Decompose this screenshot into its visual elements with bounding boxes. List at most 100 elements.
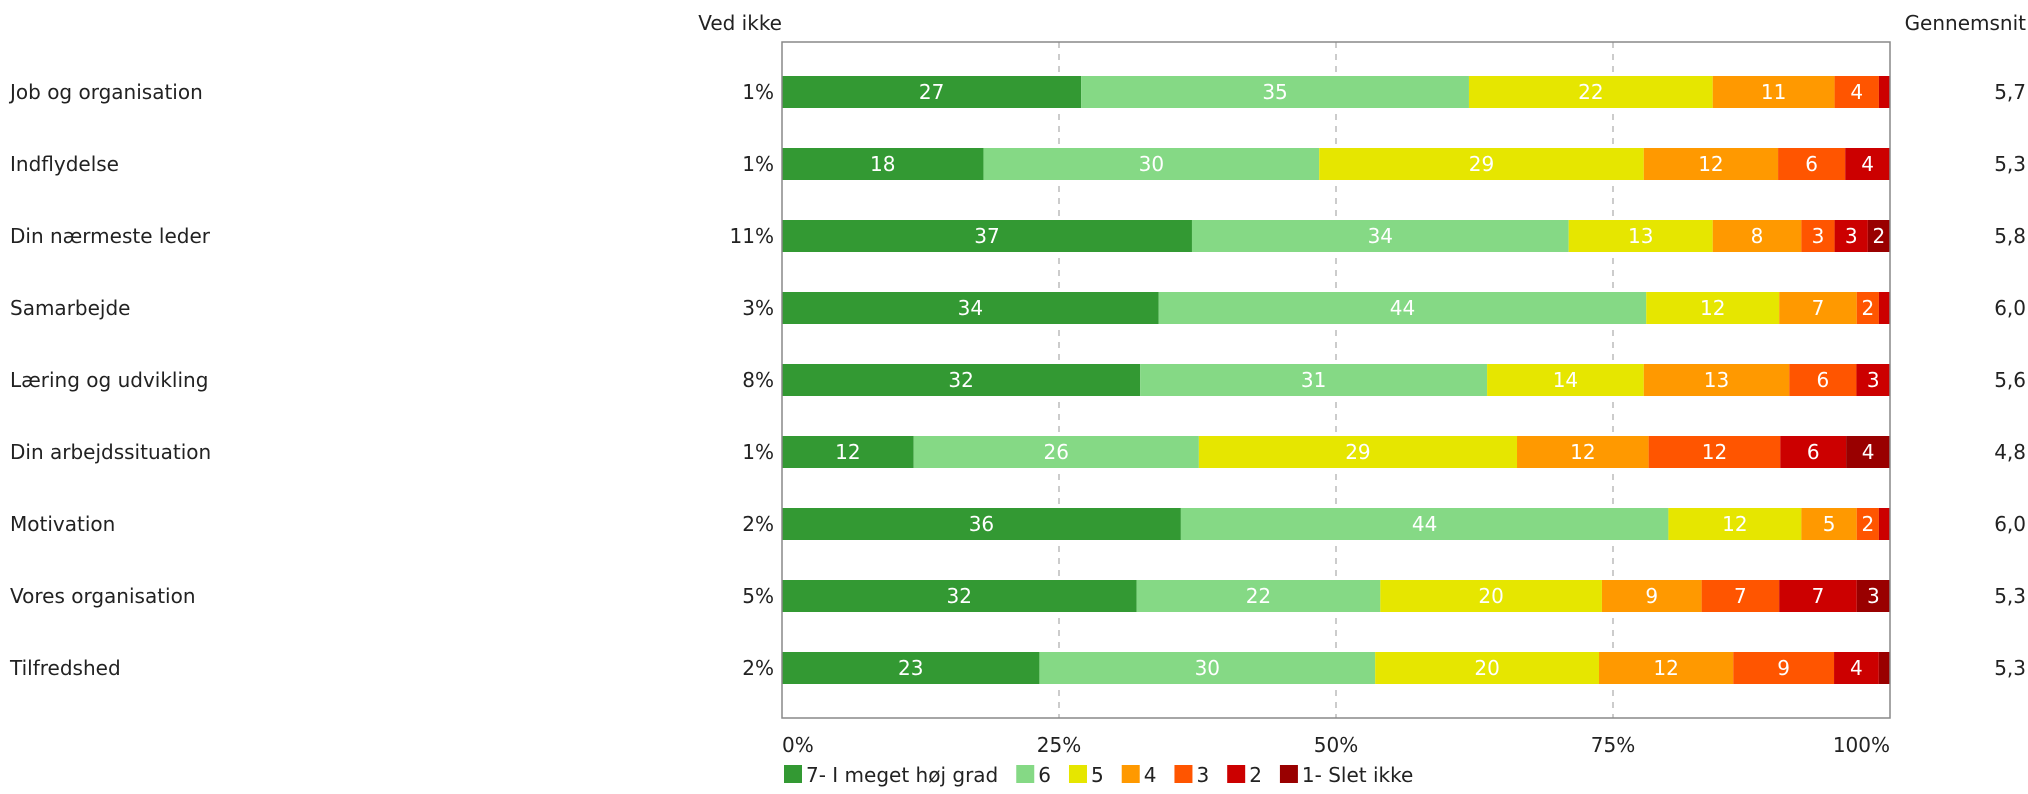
bar-segment-label: 34 [1368, 224, 1393, 248]
bar-segment [1780, 436, 1847, 468]
bar-segment-label: 29 [1345, 440, 1370, 464]
bar-segment-label: 31 [1301, 368, 1326, 392]
ved-ikke-value: 5% [742, 584, 774, 608]
bar-segment-label: 3 [1867, 368, 1880, 392]
bar-segment-label: 12 [1722, 512, 1747, 536]
bar-segment-label: 32 [948, 368, 973, 392]
ved-ikke-value: 1% [742, 152, 774, 176]
bar-segment-label: 3 [1812, 224, 1825, 248]
legend-item: 3 [1174, 763, 1209, 787]
gennemsnit-value: 5,3 [1994, 656, 2026, 680]
legend-label: 2 [1249, 763, 1262, 787]
bar-segment-label: 30 [1195, 656, 1220, 680]
bar-segment [1180, 508, 1669, 540]
bar-segment-label: 7 [1734, 584, 1747, 608]
bar-segment [1878, 76, 1890, 108]
bar-segment-label: 6 [1816, 368, 1829, 392]
bar-segment-label: 12 [835, 440, 860, 464]
legend: 7- I meget høj grad 6 5 4 3 2 1- Slet ikke [784, 763, 1413, 787]
bar-segment-label: 7 [1812, 584, 1825, 608]
bar-segment [782, 148, 984, 180]
bar-segment [1856, 580, 1890, 612]
bar-segment [782, 220, 1192, 252]
bar-segment [782, 652, 1040, 684]
legend-item: 1- Slet ikke [1279, 763, 1413, 787]
bar-segment [1140, 364, 1488, 396]
bar-segment [1668, 508, 1802, 540]
bar-segment-label: 27 [919, 80, 944, 104]
bar-segment [1198, 436, 1518, 468]
legend-item: 2 [1227, 763, 1262, 787]
bar-row: 37 34 13 8 3 3 2 [782, 220, 1890, 252]
ved-ikke-header: Ved ikke [698, 11, 782, 35]
bar-segment-label: 4 [1862, 440, 1875, 464]
gennemsnit-header: Gennemsnit [1905, 11, 2027, 35]
plot-frame [781, 41, 1891, 719]
legend-label: 1- Slet ikke [1302, 763, 1413, 787]
bar-segment-label: 9 [1777, 656, 1790, 680]
bar-segment [1380, 580, 1602, 612]
bar-segment [1136, 580, 1381, 612]
bar-segment [1801, 508, 1857, 540]
bar-segment [1487, 364, 1644, 396]
ved-ikke-value: 3% [742, 296, 774, 320]
category-label: Din nærmeste leder [10, 224, 211, 248]
bar-segment [1878, 508, 1890, 540]
bar-segment [1867, 220, 1890, 252]
gennemsnit-value: 5,3 [1994, 152, 2026, 176]
bar-segment-label: 26 [1044, 440, 1069, 464]
bar-segment [782, 508, 1181, 540]
bar-row: 18 30 29 12 6 4 [782, 148, 1890, 180]
category-label: Læring og udvikling [10, 368, 208, 392]
bar-segment [1846, 436, 1890, 468]
gennemsnit-value: 6,0 [1994, 296, 2026, 320]
bar-segment-label: 20 [1478, 584, 1503, 608]
bar-row: 36 44 12 5 2 [782, 508, 1890, 540]
bar-segment-label: 4 [1850, 656, 1863, 680]
bar-segment-label: 4 [1861, 152, 1874, 176]
bar-segment [1599, 652, 1734, 684]
legend-label: 6 [1038, 763, 1051, 787]
legend-label: 5 [1091, 763, 1104, 787]
bar-segment [782, 580, 1137, 612]
bar-segment [1517, 436, 1649, 468]
bar-segment [1878, 652, 1890, 684]
bar-segment [1319, 148, 1644, 180]
category-label: Job og organisation [8, 80, 203, 104]
bar-segment-label: 14 [1553, 368, 1578, 392]
bar-segment [1834, 76, 1879, 108]
bar-segment [1646, 292, 1780, 324]
legend-swatch [784, 765, 802, 783]
bar-segment [1712, 76, 1835, 108]
ved-ikke-value: 11% [730, 224, 774, 248]
x-tick-label: 50% [1314, 733, 1358, 757]
bar-segment-label: 12 [1653, 656, 1678, 680]
bar-segment-label: 9 [1645, 584, 1658, 608]
category-label: Tilfredshed [9, 656, 121, 680]
bar-segment-label: 12 [1570, 440, 1595, 464]
category-label: Din arbejdssituation [10, 440, 211, 464]
bar-row: 23 30 20 12 9 4 [782, 652, 1890, 684]
x-tick-label: 100% [1833, 733, 1890, 757]
bar-segment [1856, 364, 1890, 396]
bar-segment [983, 148, 1320, 180]
bar-segment-label: 13 [1704, 368, 1729, 392]
legend-item: 4 [1121, 763, 1156, 787]
bar-row: 27 35 22 11 4 [782, 76, 1890, 108]
bar-segment-label: 22 [1246, 584, 1271, 608]
bar-segment [1856, 508, 1879, 540]
bar-segment [1701, 580, 1780, 612]
bar-segment [1778, 148, 1846, 180]
category-label: Vores organisation [10, 584, 196, 608]
bar-segment [1648, 436, 1781, 468]
bar-segment-label: 8 [1751, 224, 1764, 248]
bar-segment [1733, 652, 1835, 684]
legend-swatch [1174, 765, 1193, 783]
category-label: Motivation [10, 512, 115, 536]
bar-segment [1375, 652, 1600, 684]
gennemsnit-value: 5,6 [1994, 368, 2026, 392]
bar-segment [1468, 76, 1713, 108]
category-label: Indflydelse [10, 152, 119, 176]
bar-segment [1712, 220, 1802, 252]
